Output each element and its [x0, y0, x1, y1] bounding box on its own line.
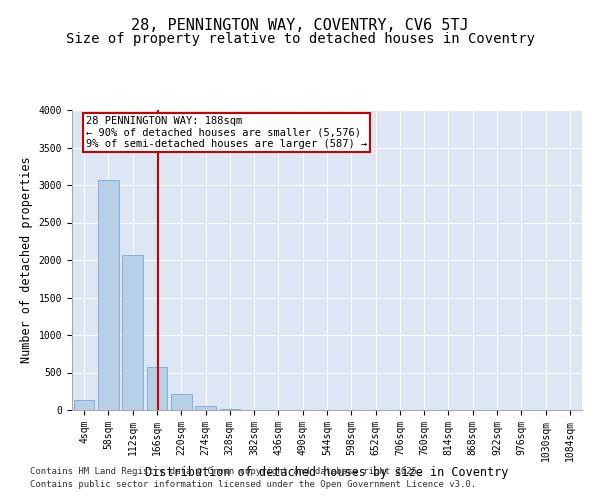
Bar	[220, 409, 240, 410]
Bar	[98, 180, 119, 410]
Bar	[171, 394, 191, 410]
Bar	[195, 406, 216, 410]
X-axis label: Distribution of detached houses by size in Coventry: Distribution of detached houses by size …	[145, 466, 509, 479]
Bar	[122, 255, 143, 410]
Text: 28 PENNINGTON WAY: 188sqm
← 90% of detached houses are smaller (5,576)
9% of sem: 28 PENNINGTON WAY: 188sqm ← 90% of detac…	[86, 116, 367, 149]
Text: Contains public sector information licensed under the Open Government Licence v3: Contains public sector information licen…	[30, 480, 476, 489]
Bar	[74, 400, 94, 410]
Y-axis label: Number of detached properties: Number of detached properties	[20, 156, 33, 364]
Text: 28, PENNINGTON WAY, COVENTRY, CV6 5TJ: 28, PENNINGTON WAY, COVENTRY, CV6 5TJ	[131, 18, 469, 32]
Bar	[146, 367, 167, 410]
Text: Contains HM Land Registry data © Crown copyright and database right 2025.: Contains HM Land Registry data © Crown c…	[30, 467, 422, 476]
Text: Size of property relative to detached houses in Coventry: Size of property relative to detached ho…	[65, 32, 535, 46]
